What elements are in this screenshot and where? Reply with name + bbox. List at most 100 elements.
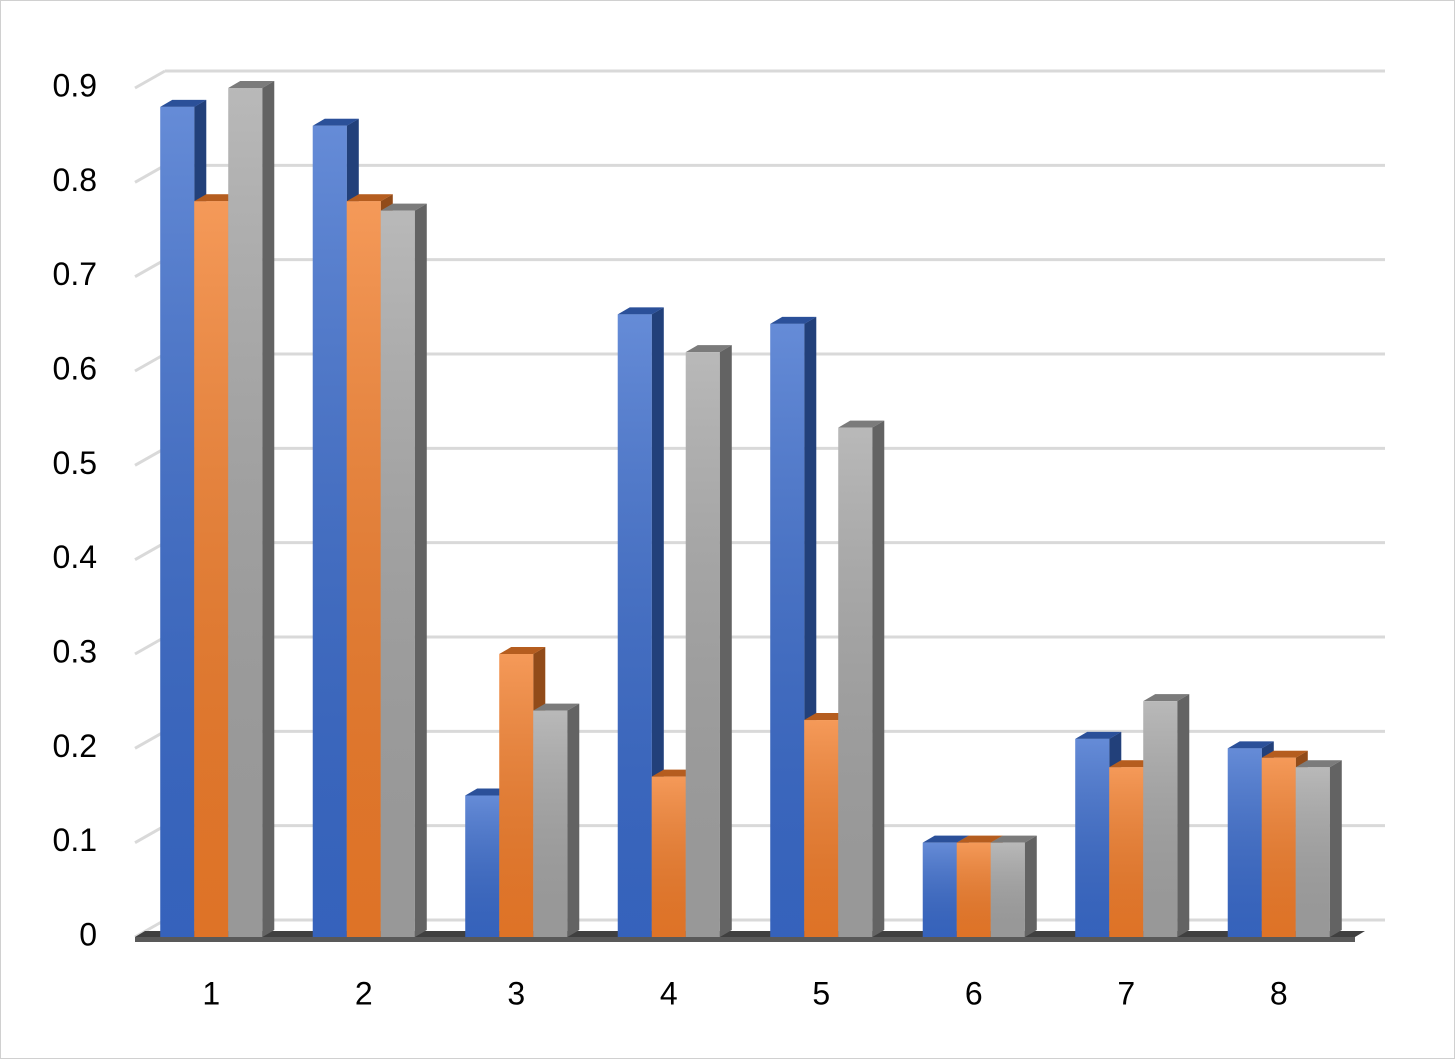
bar-shine bbox=[617, 314, 652, 937]
bar-side-shade bbox=[262, 81, 275, 937]
bar-top-shade bbox=[1143, 694, 1190, 702]
bar-top bbox=[1143, 694, 1190, 702]
bar-top bbox=[160, 99, 207, 107]
bar-top bbox=[346, 194, 393, 202]
bar-top-shade bbox=[838, 420, 885, 428]
bar-top bbox=[1295, 760, 1342, 768]
bar-side bbox=[872, 420, 885, 938]
grid-line-side bbox=[134, 730, 166, 750]
x-tick-label: 2 bbox=[355, 975, 373, 1011]
bar-shine bbox=[770, 323, 805, 937]
grid-line-side bbox=[134, 164, 166, 184]
bar-side bbox=[567, 703, 580, 937]
bar-shine bbox=[1227, 748, 1262, 937]
bar-shine bbox=[1075, 738, 1110, 937]
bar-shine bbox=[804, 720, 839, 937]
bar-shine bbox=[312, 125, 347, 937]
bar-top bbox=[838, 420, 885, 428]
bar-side-shade bbox=[872, 420, 885, 938]
bar-shine bbox=[1261, 757, 1296, 937]
x-tick-label: 7 bbox=[1117, 975, 1135, 1011]
x-tick-label: 3 bbox=[507, 975, 525, 1011]
bar-shine bbox=[956, 842, 991, 937]
bar-shine bbox=[1295, 767, 1330, 937]
bar-side bbox=[414, 203, 427, 938]
bar-top-shade bbox=[770, 316, 817, 324]
bar-top bbox=[499, 647, 546, 654]
bar-side-shade bbox=[719, 345, 732, 938]
grid-line-side bbox=[134, 824, 166, 844]
bar-top bbox=[312, 118, 359, 126]
bar-shine bbox=[533, 710, 568, 937]
bar-shine bbox=[651, 776, 686, 937]
bar-side-shade bbox=[1177, 694, 1190, 937]
x-tick-label: 5 bbox=[812, 975, 830, 1011]
bar-top bbox=[1075, 731, 1122, 739]
bar-top-shade bbox=[228, 81, 275, 88]
bar-side bbox=[1177, 694, 1190, 937]
floor-front bbox=[135, 937, 1355, 942]
bar-top bbox=[228, 81, 275, 88]
bar-top-shade bbox=[617, 307, 664, 315]
bar-shine bbox=[228, 88, 263, 937]
bar-top-shade bbox=[533, 703, 580, 711]
bar-side-shade bbox=[1329, 760, 1342, 937]
bar-shine bbox=[194, 201, 229, 937]
bar-side-shade bbox=[1024, 835, 1037, 937]
y-tick-label: 0.9 bbox=[53, 67, 97, 103]
bar-side bbox=[262, 81, 275, 937]
bar-side bbox=[719, 345, 732, 938]
bar-top bbox=[533, 703, 580, 711]
bar-top bbox=[380, 203, 427, 211]
bar-side bbox=[1024, 835, 1037, 937]
floor bbox=[135, 931, 1365, 937]
bar-top-shade bbox=[1261, 750, 1308, 758]
bar-shine bbox=[346, 201, 381, 937]
bar-shine bbox=[922, 842, 957, 937]
grid-line-side bbox=[134, 352, 166, 373]
bar-top-shade bbox=[956, 835, 1003, 843]
bar-side-shade bbox=[567, 703, 580, 937]
x-tick-label: 1 bbox=[202, 975, 220, 1011]
bar-shine bbox=[1143, 701, 1178, 937]
bar-top bbox=[990, 835, 1037, 843]
bar-top bbox=[685, 345, 732, 353]
bar-top-shade bbox=[1227, 741, 1274, 749]
bar-top bbox=[617, 307, 664, 315]
bar-shine bbox=[685, 352, 720, 938]
bar-shine bbox=[838, 427, 873, 937]
bar-side bbox=[1329, 760, 1342, 937]
bar-top-shade bbox=[990, 835, 1037, 843]
y-tick-label: 0.6 bbox=[53, 350, 97, 386]
bar-top-shade bbox=[685, 345, 732, 353]
x-tick-label: 4 bbox=[660, 975, 678, 1011]
bar-top bbox=[956, 835, 1003, 843]
bar-top-shade bbox=[499, 647, 546, 654]
grid-line-side bbox=[134, 69, 166, 90]
bar-top-shade bbox=[346, 194, 393, 202]
grid-line-side bbox=[134, 635, 166, 656]
grid-line-side bbox=[134, 447, 166, 467]
bar-top bbox=[770, 316, 817, 324]
bar-shine bbox=[990, 842, 1025, 937]
bar-shine bbox=[160, 106, 195, 937]
y-tick-label: 0.4 bbox=[53, 539, 97, 575]
x-tick-label: 8 bbox=[1270, 975, 1288, 1011]
x-tick-label: 6 bbox=[965, 975, 983, 1011]
bar-shine bbox=[1109, 767, 1144, 937]
y-tick-label: 0.3 bbox=[53, 633, 97, 669]
bar-shine bbox=[499, 654, 534, 937]
bar-shine bbox=[465, 795, 500, 937]
grid-line-side bbox=[134, 541, 166, 561]
bar-top-shade bbox=[1295, 760, 1342, 768]
bar-top-shade bbox=[1075, 731, 1122, 739]
bar-top-shade bbox=[380, 203, 427, 211]
y-tick-label: 0.2 bbox=[53, 728, 97, 764]
bar-shine bbox=[380, 210, 415, 938]
bar-top-shade bbox=[160, 99, 207, 107]
y-tick-label: 0 bbox=[79, 916, 97, 952]
bar-top bbox=[922, 835, 969, 843]
bar-side-shade bbox=[414, 203, 427, 938]
y-tick-label: 0.1 bbox=[53, 822, 97, 858]
